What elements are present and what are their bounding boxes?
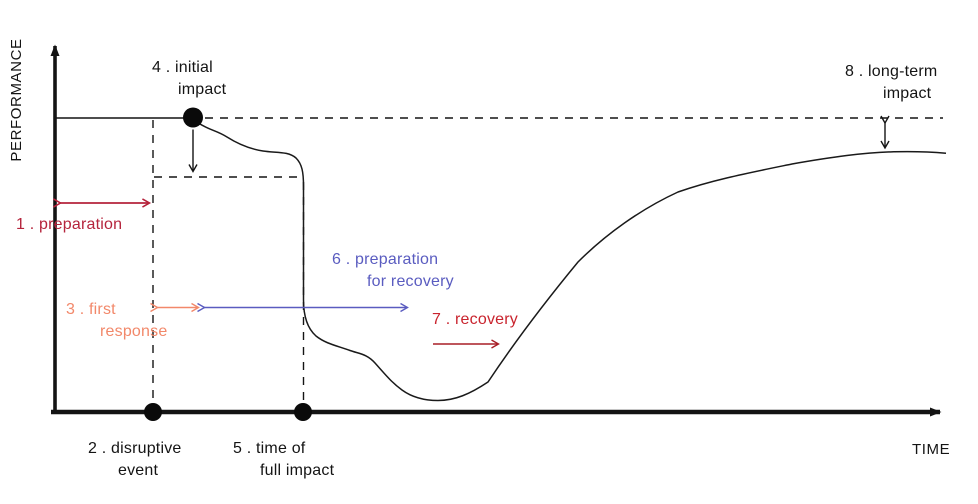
full-impact-dot [294,403,312,421]
recovery-label: 7 . recovery [432,311,518,328]
preparation-for-recovery-label: 6 . preparation for recovery [332,249,454,293]
preparation-label: 1 . preparation [16,216,123,233]
disruptive-event-label-line1: 2 . disruptive [88,440,182,457]
disruptive-event-dot [144,403,162,421]
full-impact-label-line1: 5 . time of [233,440,306,457]
first-response-label: 3 . first response [66,299,167,343]
full-impact-label: 5 . time of full impact [233,438,334,482]
preparation-for-recovery-label-line1: 6 . preparation [332,251,439,268]
initial-impact-label-line1: 4 . initial [152,59,213,76]
initial-impact-label: 4 . initial impact [152,57,226,101]
first-response-label-line1: 3 . first [66,301,116,318]
y-axis-label-box: PERFORMANCE [8,35,25,165]
long-term-impact-label-line2: impact [883,85,932,102]
performance-curve [196,121,947,402]
long-term-impact-label-line1: 8 . long-term [845,63,938,80]
initial-impact-dot [183,107,203,128]
preparation-for-recovery-label-line2: for recovery [367,273,454,290]
first-response-label-line2: response [100,323,168,340]
disruptive-event-label-line2: event [118,462,159,479]
long-term-impact-label: 8 . long-term impact [845,61,937,105]
x-axis-label: TIME [912,441,951,458]
full-impact-label-line2: full impact [260,462,335,479]
initial-impact-label-line2: impact [178,81,227,98]
y-axis-label: PERFORMANCE [8,38,25,162]
disruptive-event-label: 2 . disruptive event [88,438,182,482]
